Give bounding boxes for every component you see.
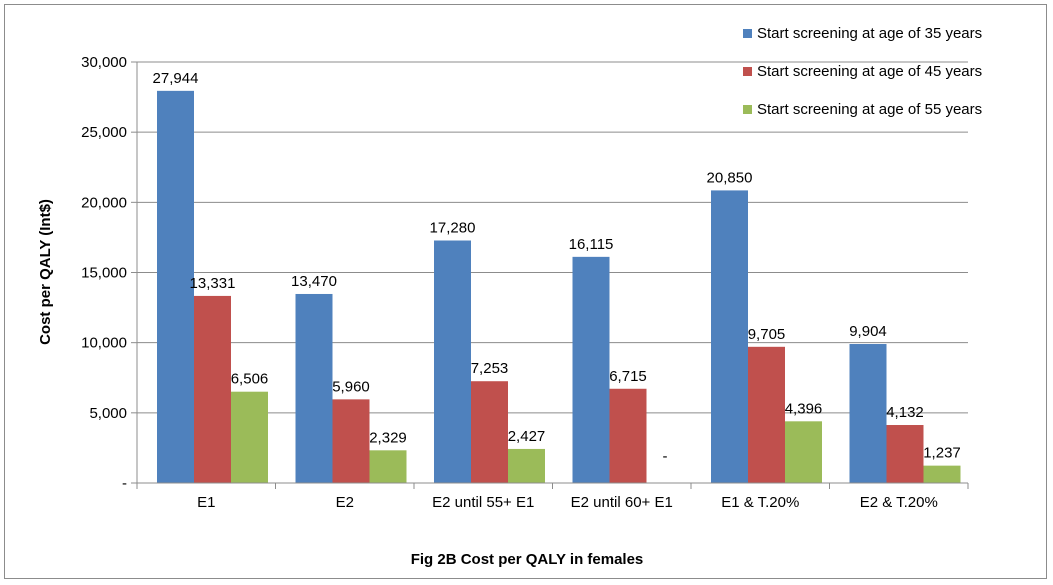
data-label: 1,237 — [923, 445, 961, 462]
x-tick-label: E2 & T.20% — [860, 494, 938, 511]
bar — [711, 190, 748, 483]
chart-title: Fig 2B Cost per QALY in females — [411, 551, 644, 568]
bar — [194, 295, 231, 483]
bar — [572, 256, 610, 483]
legend-swatch — [743, 105, 752, 114]
data-label: 5,960 — [332, 378, 370, 395]
legend-label: Start screening at age of 35 years — [757, 25, 982, 42]
x-tick-labels: E1 E2 E2 until 55+ E1 E2 until 60+ E1 E1 & T… — [197, 494, 938, 511]
data-label: 20,850 — [707, 169, 753, 186]
data-label: 2,329 — [369, 429, 407, 446]
bar — [332, 399, 370, 483]
data-label: 9,705 — [748, 326, 786, 343]
data-label: 27,944 — [153, 70, 199, 87]
y-tick-label: - — [122, 475, 127, 492]
bar — [157, 90, 194, 483]
data-label: 13,470 — [291, 273, 337, 290]
legend-label: Start screening at age of 55 years — [757, 101, 982, 118]
x-tick-label: E2 — [336, 494, 354, 511]
bar — [471, 381, 508, 483]
data-label: - — [663, 448, 668, 465]
legend-swatch — [743, 29, 752, 38]
y-tick-label: 10,000 — [81, 335, 127, 352]
data-label: 6,506 — [231, 371, 269, 388]
data-label: 13,331 — [190, 275, 236, 292]
data-label: 7,253 — [471, 360, 509, 377]
x-tick-label: E1 — [197, 494, 215, 511]
y-tick-label: 15,000 — [81, 265, 127, 282]
bar — [231, 391, 268, 483]
y-axis-label: Cost per QALY (Int$) — [37, 199, 54, 345]
y-tick-label: 25,000 — [81, 124, 127, 141]
data-label: 4,396 — [785, 400, 823, 417]
bar — [295, 293, 333, 483]
bar — [923, 465, 961, 483]
y-tick-label: 30,000 — [81, 54, 127, 71]
data-label: 16,115 — [569, 236, 614, 253]
data-label: 6,715 — [609, 368, 647, 385]
bars — [157, 90, 961, 483]
bar — [886, 425, 924, 483]
bar — [434, 240, 471, 483]
gridlines — [137, 61, 968, 414]
bar — [369, 450, 407, 483]
bar — [785, 421, 822, 483]
legend-swatch — [743, 67, 752, 76]
axes — [131, 61, 969, 489]
y-tick-label: 20,000 — [81, 194, 127, 211]
data-label: 4,132 — [886, 404, 924, 421]
bar — [609, 388, 647, 483]
bar — [748, 346, 785, 483]
data-label: 2,427 — [508, 428, 546, 445]
x-tick-label: E1 & T.20% — [721, 494, 799, 511]
x-tick-label: E2 until 60+ E1 — [571, 494, 673, 511]
legend-label: Start screening at age of 45 years — [757, 63, 982, 80]
bar — [508, 448, 545, 483]
x-tick-label: E2 until 55+ E1 — [432, 494, 534, 511]
y-tick-labels: - 5,000 10,000 15,000 20,000 25,000 30,000 — [81, 54, 127, 492]
data-label: 9,904 — [849, 323, 887, 340]
data-labels: 27,944 13,331 6,506 13,470 5,960 2,329 17,280 7… — [153, 70, 961, 465]
bar — [849, 344, 887, 483]
legend: Start screening at age of 35 years Start … — [743, 25, 982, 118]
data-label: 17,280 — [430, 220, 476, 237]
y-tick-label: 5,000 — [89, 405, 127, 422]
